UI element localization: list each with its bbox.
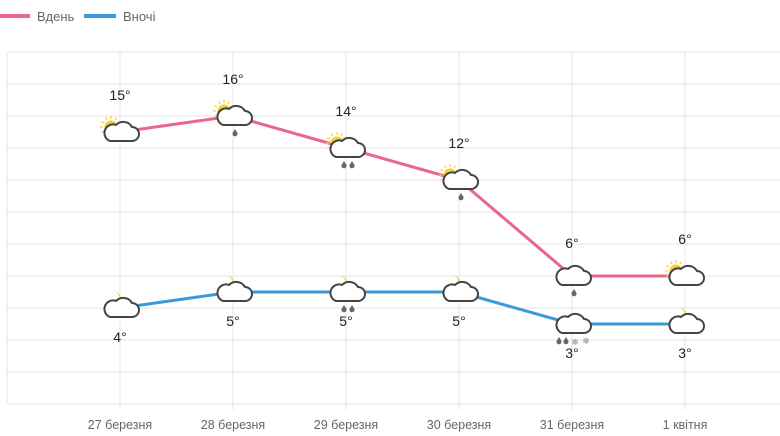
- sun-ray: [227, 101, 231, 105]
- raindrop-icon: [571, 289, 577, 297]
- sun-ray: [327, 136, 331, 140]
- sun-cloud-icon: [326, 132, 366, 169]
- raindrop-icon: [458, 193, 464, 201]
- sun-ray: [214, 104, 218, 108]
- raindrop-icon: [349, 161, 355, 169]
- snowflake-icon: ❄: [571, 337, 579, 347]
- cloud-icon: [555, 264, 592, 297]
- cloud-shape: [216, 104, 253, 126]
- moon-cloud-icon: [103, 291, 140, 318]
- moon-cloud-icon: [668, 307, 705, 334]
- sun-ray: [101, 120, 105, 124]
- sun-cloud-icon: [100, 116, 140, 142]
- raindrop-icon: [341, 305, 347, 313]
- cloud-shape: [329, 280, 366, 302]
- sun-ray: [679, 261, 683, 265]
- moon-cloud-icon: [216, 275, 253, 302]
- temperature-label: 3°: [678, 345, 691, 361]
- x-tick-label: 1 квітня: [663, 418, 708, 432]
- cloud-shape: [555, 264, 592, 286]
- x-tick-label: 28 березня: [201, 418, 265, 432]
- sun-ray: [443, 165, 447, 169]
- sun-cloud-icon: [439, 164, 479, 201]
- cloud-shape: [329, 136, 366, 158]
- cloud-icon: ❄ ❄: [555, 312, 592, 347]
- raindrop-icon: [349, 305, 355, 313]
- snowflake-icon: ❄: [582, 336, 590, 346]
- temperature-label: 15°: [109, 87, 130, 103]
- cloud-shape: [103, 120, 140, 142]
- cloud-shape: [103, 296, 140, 318]
- sun-ray: [104, 117, 108, 121]
- sun-ray: [440, 168, 444, 172]
- sun-ray: [330, 133, 334, 137]
- cloud-shape: [442, 168, 479, 190]
- raindrop-icon: [563, 337, 569, 345]
- moon-cloud-icon: [442, 275, 479, 302]
- cloud-shape: [216, 280, 253, 302]
- raindrop-icon: [341, 161, 347, 169]
- moon-cloud-icon: [329, 275, 366, 313]
- legend-entry: Вдень: [37, 9, 75, 24]
- temperature-label: 5°: [226, 313, 239, 329]
- sun-ray: [340, 133, 344, 137]
- temperature-label: 12°: [448, 135, 469, 151]
- sun-cloud-icon: [213, 100, 253, 137]
- temperature-label: 4°: [113, 329, 126, 345]
- temperature-label: 3°: [565, 345, 578, 361]
- sun-ray: [666, 264, 670, 268]
- temperature-label: 14°: [335, 103, 356, 119]
- raindrop-icon: [232, 129, 238, 137]
- cloud-shape: [555, 312, 592, 334]
- cloud-shape: [442, 280, 479, 302]
- temperature-label: 6°: [678, 231, 691, 247]
- temperature-label: 6°: [565, 235, 578, 251]
- sun-ray: [217, 101, 221, 105]
- raindrop-icon: [556, 337, 562, 345]
- sun-ray: [669, 261, 673, 265]
- x-tick-label: 30 березня: [427, 418, 491, 432]
- temperature-label: 16°: [222, 71, 243, 87]
- temperature-label: 5°: [452, 313, 465, 329]
- cloud-shape: [668, 264, 705, 286]
- sun-ray: [114, 117, 118, 121]
- sun-ray: [453, 165, 457, 169]
- temperature-label: 5°: [339, 313, 352, 329]
- x-tick-label: 29 березня: [314, 418, 378, 432]
- cloud-shape: [668, 312, 705, 334]
- sun-cloud-icon: [665, 260, 705, 286]
- series-line-0: [119, 114, 685, 278]
- x-tick-label: 27 березня: [88, 418, 152, 432]
- x-tick-label: 31 березня: [540, 418, 604, 432]
- legend-entry: Вночі: [123, 9, 156, 24]
